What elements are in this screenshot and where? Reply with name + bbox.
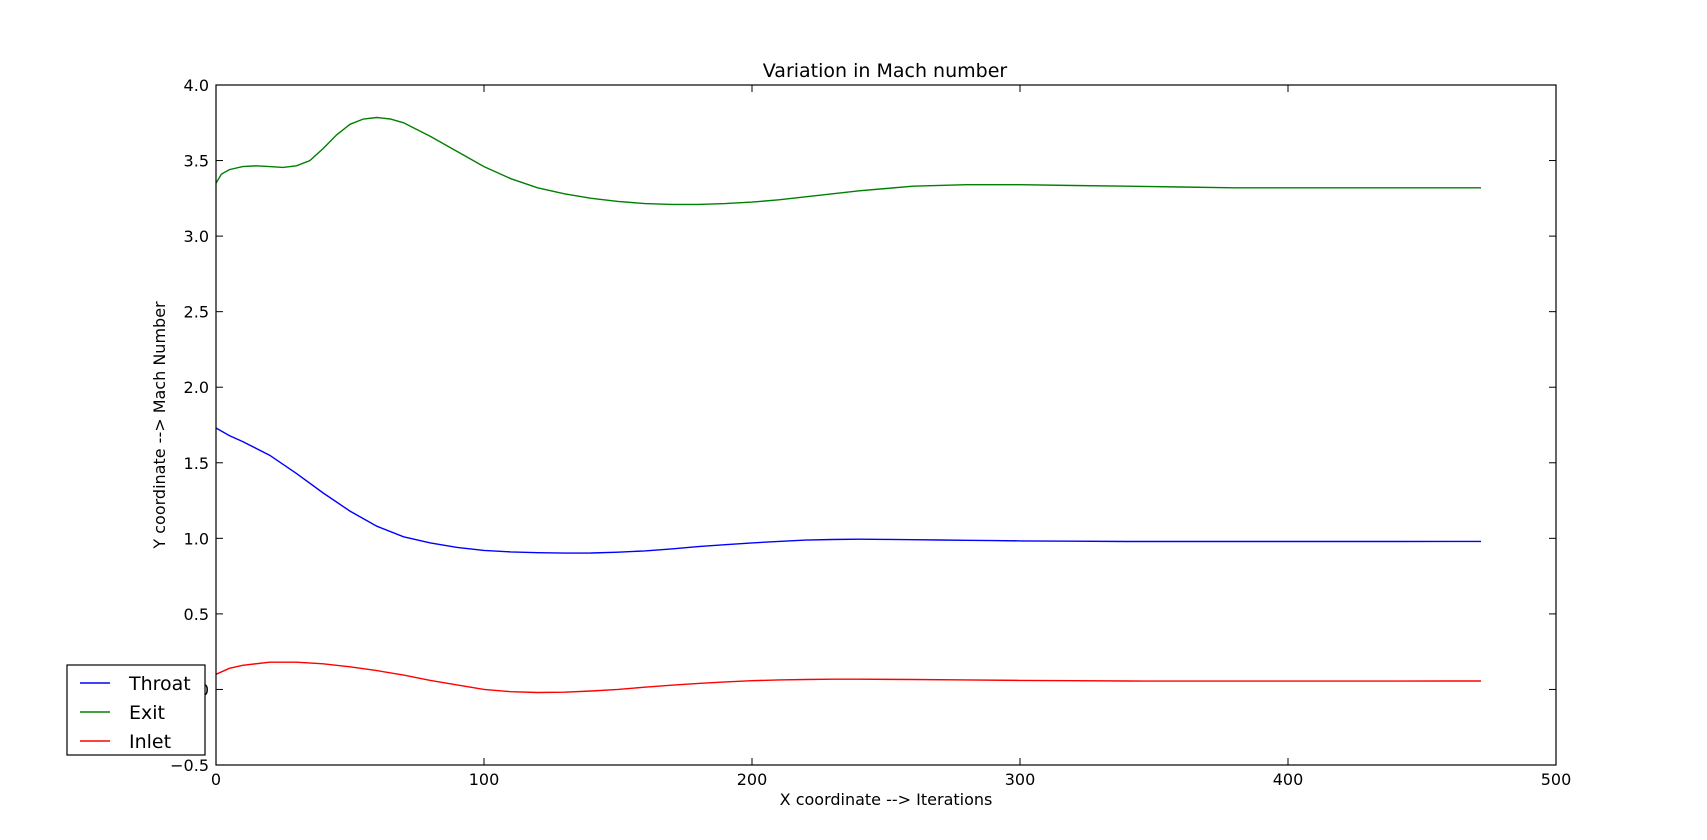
- legend-label-throat: Throat: [128, 673, 191, 695]
- series-layer: [215, 116, 1481, 694]
- y-tick-label: 2.0: [184, 378, 209, 397]
- x-tick-label: 100: [469, 770, 500, 789]
- y-tick-label: 1.5: [184, 454, 209, 473]
- legend-frame: [66, 664, 206, 756]
- y-tick-label: 0.5: [184, 605, 209, 624]
- plot-frame: [215, 84, 1557, 766]
- y-tick-label: 2.5: [184, 303, 209, 322]
- y-tick-label: 3.0: [184, 227, 209, 246]
- series-line-throat: [215, 427, 1481, 554]
- series-line-exit: [215, 116, 1481, 206]
- x-tick-label: 200: [737, 770, 768, 789]
- x-tick-label: 400: [1273, 770, 1304, 789]
- legend-entries: Throat Exit Inlet: [80, 673, 191, 753]
- x-tick-label: 500: [1541, 770, 1572, 789]
- y-tick-label: 4.0: [184, 76, 209, 95]
- series-line-inlet: [215, 661, 1481, 694]
- legend: Throat Exit Inlet: [66, 664, 206, 756]
- x-tick-label: 300: [1005, 770, 1036, 789]
- y-axis-label: Y coordinate --> Mach Number: [150, 301, 169, 550]
- chart-title: Variation in Mach number: [763, 60, 1008, 82]
- x-axis-label: X coordinate --> Iterations: [780, 790, 993, 809]
- y-tick-label: −0.5: [170, 756, 209, 775]
- legend-label-exit: Exit: [129, 702, 165, 724]
- y-tick-label: 1.0: [184, 529, 209, 548]
- y-tick-label: 3.5: [184, 152, 209, 171]
- legend-label-inlet: Inlet: [129, 731, 171, 753]
- x-tick-label: 0: [211, 770, 221, 789]
